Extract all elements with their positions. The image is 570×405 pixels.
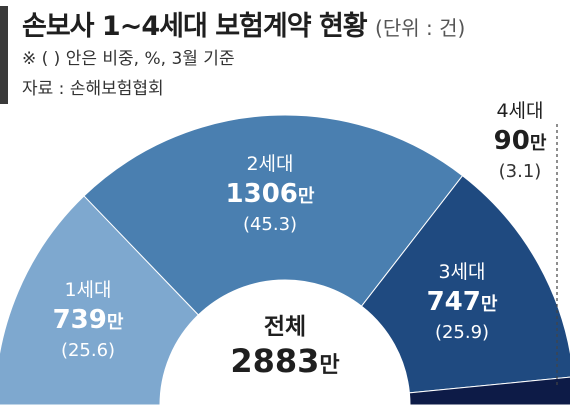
slice-value-number-gen-4: 90 — [494, 126, 530, 156]
center-total-suffix: 만 — [319, 353, 339, 378]
chart-title: 손보사 1~4세대 보험계약 현황 (단위 : 건) — [22, 4, 465, 43]
slice-share-gen-4: (3.1) — [499, 161, 542, 182]
title-text: 손보사 1~4세대 보험계약 현황 — [22, 11, 368, 42]
slice-value-gen-1: 739만 — [53, 305, 124, 335]
slice-value-suffix-gen-2: 만 — [298, 186, 315, 207]
slice-label-gen-4: 4세대 — [496, 100, 543, 122]
chart-source: 자료 : 손해보험협회 — [22, 79, 164, 99]
slice-value-gen-4: 90만 — [494, 126, 547, 156]
slice-share-gen-1: (25.6) — [61, 340, 115, 361]
header-accent-bar — [0, 6, 8, 104]
slice-value-gen-3: 747만 — [427, 287, 498, 317]
slice-share-gen-3: (25.9) — [435, 322, 489, 343]
slice-value-number-gen-2: 1306 — [226, 179, 298, 209]
slice-label-gen-1: 1세대 — [64, 279, 111, 301]
slice-value-gen-2: 1306만 — [226, 179, 315, 209]
slice-value-suffix-gen-3: 만 — [481, 294, 498, 315]
slice-gen-4 — [408, 376, 570, 405]
slice-label-gen-2: 2세대 — [246, 153, 293, 175]
slice-value-suffix-gen-1: 만 — [107, 312, 124, 333]
slice-label-gen-3: 3세대 — [438, 261, 485, 283]
slice-share-gen-2: (45.3) — [243, 214, 297, 235]
slice-gen-2 — [83, 114, 464, 316]
center-total: 2883만 — [230, 342, 339, 380]
chart-note: ※ ( ) 안은 비중, %, 3월 기준 — [22, 49, 235, 69]
slice-gen-1 — [0, 195, 200, 405]
slice-value-number-gen-1: 739 — [53, 305, 107, 335]
slice-gen-3 — [360, 174, 570, 394]
center-label: 전체 — [264, 314, 306, 340]
slice-value-number-gen-3: 747 — [427, 287, 481, 317]
slice-value-suffix-gen-4: 만 — [530, 133, 547, 154]
unit-label: (단위 : 건) — [375, 16, 466, 40]
center-total-value: 2883 — [230, 342, 319, 380]
